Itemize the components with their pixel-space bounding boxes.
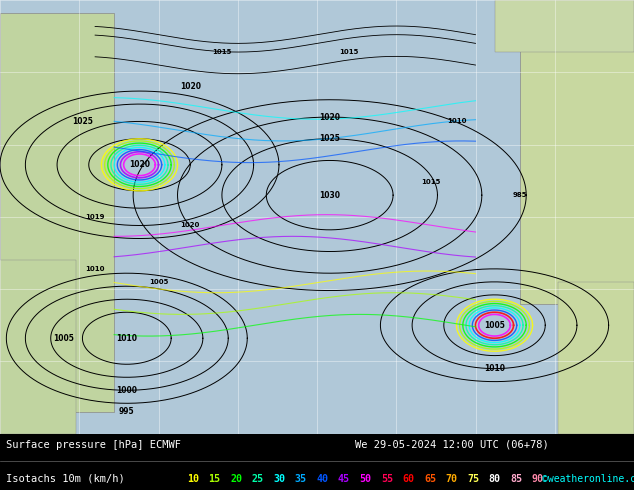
Text: 40W: 40W: [283, 440, 301, 449]
Text: 70W: 70W: [42, 440, 60, 449]
Text: ©weatheronline.co.uk: ©weatheronline.co.uk: [542, 474, 634, 484]
FancyBboxPatch shape: [0, 260, 76, 434]
Text: 10W: 10W: [517, 440, 535, 449]
Text: 1010: 1010: [484, 364, 505, 373]
Text: 25: 25: [252, 474, 264, 484]
FancyBboxPatch shape: [495, 0, 634, 52]
Text: 1010: 1010: [447, 119, 466, 124]
Text: 60: 60: [403, 474, 415, 484]
Text: 10: 10: [187, 474, 199, 484]
Text: 1015: 1015: [422, 179, 441, 185]
Text: 1020: 1020: [179, 82, 201, 91]
Text: 1005: 1005: [484, 321, 505, 330]
Text: 1020: 1020: [319, 113, 340, 122]
Text: 75: 75: [467, 474, 479, 484]
FancyBboxPatch shape: [0, 13, 114, 412]
Text: 30: 30: [273, 474, 285, 484]
Text: 1025: 1025: [320, 134, 340, 143]
Text: 1015: 1015: [339, 49, 358, 55]
FancyBboxPatch shape: [520, 0, 634, 304]
Text: 1000: 1000: [116, 386, 138, 395]
Text: 15: 15: [209, 474, 221, 484]
Text: 1030: 1030: [319, 191, 340, 199]
Text: 80: 80: [489, 474, 501, 484]
Text: 1025: 1025: [72, 117, 93, 126]
Text: 60W: 60W: [124, 440, 142, 449]
Text: 55: 55: [381, 474, 393, 484]
Text: 1010: 1010: [86, 266, 105, 272]
Text: 1010: 1010: [116, 334, 138, 343]
Text: 1005: 1005: [53, 334, 74, 343]
Text: 995: 995: [119, 408, 134, 416]
Text: Surface pressure [hPa] ECMWF: Surface pressure [hPa] ECMWF: [6, 440, 181, 450]
Text: 1019: 1019: [86, 214, 105, 220]
Text: 20: 20: [230, 474, 242, 484]
Text: 1020: 1020: [129, 160, 150, 169]
FancyBboxPatch shape: [558, 282, 634, 434]
Text: 65: 65: [424, 474, 436, 484]
Text: 50: 50: [359, 474, 372, 484]
Text: 985: 985: [513, 192, 527, 198]
Text: 90: 90: [532, 474, 544, 484]
Text: 1005: 1005: [149, 279, 168, 285]
Text: Isotachs 10m (km/h): Isotachs 10m (km/h): [6, 474, 138, 484]
Text: 1020: 1020: [181, 222, 200, 228]
Text: 70: 70: [446, 474, 458, 484]
Text: We 29-05-2024 12:00 UTC (06+78): We 29-05-2024 12:00 UTC (06+78): [355, 440, 549, 450]
Text: 30W: 30W: [359, 440, 377, 449]
Text: 85: 85: [510, 474, 522, 484]
Text: 20W: 20W: [435, 440, 453, 449]
Text: 40: 40: [316, 474, 328, 484]
Text: 35: 35: [295, 474, 307, 484]
Text: 50W: 50W: [200, 440, 218, 449]
Text: 1015: 1015: [212, 49, 231, 55]
Text: 45: 45: [338, 474, 350, 484]
